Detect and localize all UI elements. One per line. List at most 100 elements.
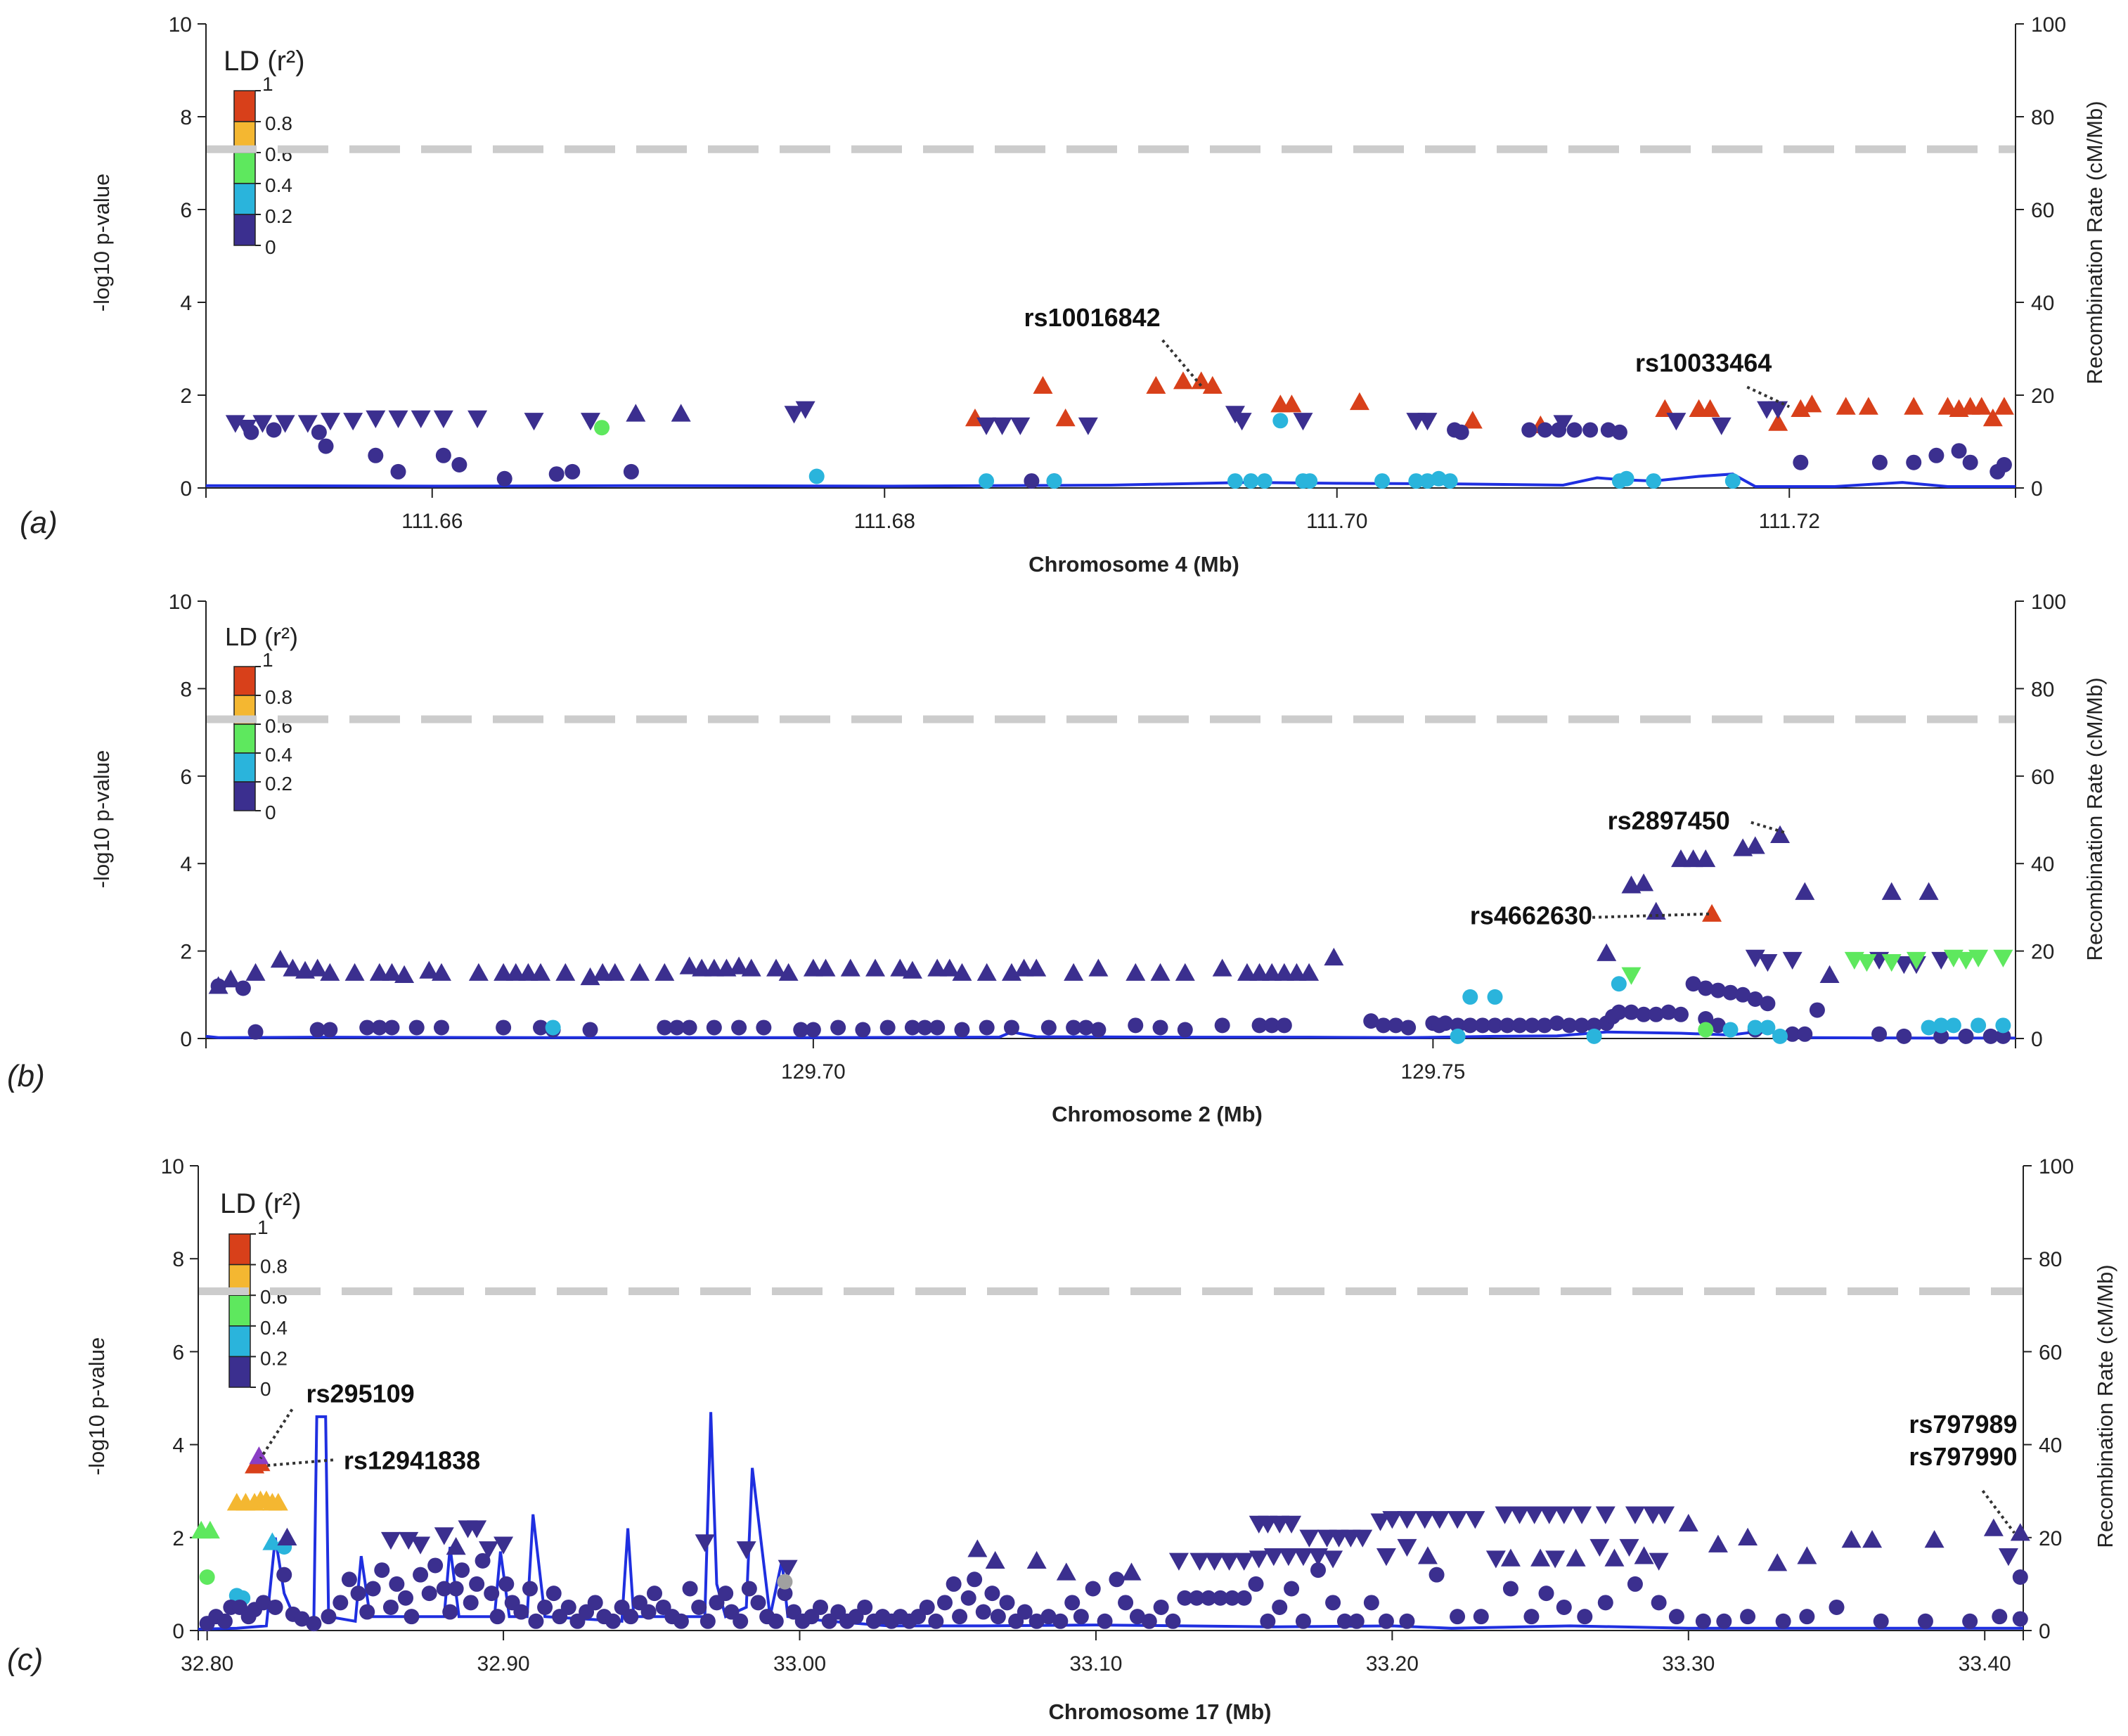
annotation-leader: [1981, 1489, 2016, 1534]
snp-point: [1237, 963, 1257, 981]
snp-point: [1722, 1022, 1739, 1038]
snp-point: [1097, 1613, 1113, 1629]
snp-point: [1621, 967, 1642, 985]
snp-point: [411, 1536, 431, 1555]
snp-point: [1521, 422, 1537, 438]
snp-point: [1711, 417, 1732, 435]
x-axis-label: Chromosome 17 (Mb): [1049, 1699, 1272, 1724]
snp-point: [1745, 836, 1765, 854]
snp-point: [1382, 1511, 1402, 1529]
panel-label: (b): [7, 1059, 45, 1093]
snp-point: [498, 1576, 515, 1592]
snp-point: [1236, 1590, 1252, 1606]
snp-point: [1636, 1006, 1652, 1022]
snp-point: [1971, 397, 1992, 415]
snp-point: [1073, 1609, 1089, 1625]
recombination-rate-line: [205, 472, 2016, 488]
snp-point: [1919, 882, 1939, 900]
snp-point: [1212, 1590, 1228, 1606]
legend-swatch: [233, 666, 256, 696]
ld-legend: LD (r²)10.80.60.40.20: [224, 46, 305, 258]
snp-point: [946, 1576, 962, 1592]
snp-point: [1881, 882, 1902, 900]
snp-point: [1760, 996, 1776, 1012]
snp-point: [1168, 1552, 1189, 1571]
legend-tick-label: 0.4: [265, 174, 292, 196]
snp-point: [1716, 1613, 1732, 1629]
snp-point: [992, 417, 1012, 435]
snp-point: [1026, 958, 1047, 977]
snp-point: [1397, 1511, 1417, 1529]
y-axis-label: -log10 p-value: [89, 174, 114, 311]
snp-point: [1894, 956, 1914, 975]
snp-point: [277, 1527, 297, 1545]
snp-point: [1537, 422, 1553, 438]
snp-point: [1906, 951, 1926, 970]
recombination-rate-line: [198, 1412, 2023, 1631]
snp-point: [1862, 1530, 1883, 1548]
x-tick-label: 33.20: [1366, 1652, 1419, 1676]
snp-point: [1189, 1552, 1210, 1571]
snp-point: [1661, 1004, 1677, 1020]
snp-point: [247, 1024, 264, 1040]
snp-point: [1150, 963, 1171, 981]
snp-point: [976, 417, 997, 435]
snp-point: [1146, 375, 1166, 394]
snp-point: [718, 1586, 734, 1602]
snp-point: [1992, 1609, 2008, 1625]
legend-swatch: [228, 1356, 251, 1388]
legend-swatch: [233, 183, 256, 215]
snp-point: [999, 1595, 1015, 1611]
snp-point: [1595, 1506, 1616, 1524]
snp-point: [252, 415, 273, 433]
snp-point: [1429, 1567, 1445, 1583]
snp-point: [1611, 976, 1627, 992]
snp-point: [433, 1020, 449, 1036]
snp-point: [433, 410, 453, 428]
snp-point: [200, 1520, 220, 1539]
snp-point: [1056, 1562, 1076, 1581]
x-tick-label: 33.10: [1069, 1652, 1122, 1676]
x-tick-label: 111.68: [854, 510, 915, 533]
y-right-tick-label: 20: [2031, 385, 2054, 408]
legend-tick-label: 0.8: [265, 686, 292, 708]
y-axis-label: -log10 p-value: [84, 1337, 109, 1475]
snp-point: [1538, 1586, 1554, 1602]
snp-point: [1249, 963, 1270, 981]
snp-point: [1363, 1013, 1379, 1029]
snp-point: [777, 1586, 793, 1602]
snp-point: [413, 1567, 429, 1583]
snp-point: [1655, 1506, 1675, 1524]
snp-point: [368, 447, 384, 463]
snp-point: [1802, 394, 1822, 413]
snp-point: [1611, 424, 1627, 440]
snp-point: [1274, 963, 1294, 981]
snp-point: [1768, 413, 1788, 431]
snp-point: [976, 963, 997, 981]
y-right-tick-label: 100: [2039, 1155, 2074, 1178]
snp-point: [1414, 1511, 1435, 1529]
y-right-tick-label: 80: [2031, 106, 2054, 129]
snp-point: [394, 965, 415, 984]
snp-point: [1450, 1028, 1466, 1044]
x-axis-label: Chromosome 4 (Mb): [1028, 552, 1239, 577]
snp-point: [1376, 1548, 1396, 1567]
snp-point: [1685, 976, 1701, 992]
annotations: rs2897450 rs4662630: [1470, 806, 1787, 930]
snp-point: [1450, 1017, 1466, 1034]
legend-title: LD (r²): [220, 1188, 302, 1219]
snp-point: [311, 424, 327, 440]
snp-point: [1760, 1020, 1776, 1036]
snp-point: [1968, 949, 1989, 967]
legend-tick-label: 0: [265, 802, 276, 823]
snp-point: [371, 1020, 387, 1036]
snp-point: [1836, 397, 1856, 415]
snp-point: [1310, 1562, 1326, 1579]
snp-point: [1958, 1028, 1974, 1044]
snp-point: [1400, 1020, 1417, 1036]
snp-point: [593, 963, 613, 981]
snp-point: [1577, 1609, 1593, 1625]
snp-point: [1040, 1609, 1057, 1625]
